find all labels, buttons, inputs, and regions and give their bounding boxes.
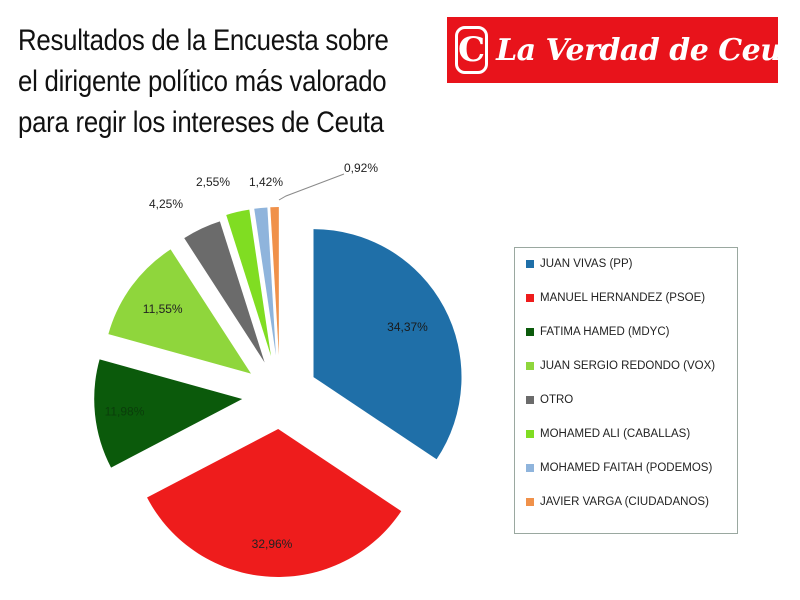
- legend-label-5: OTRO: [540, 394, 574, 406]
- chart-legend: JUAN VIVAS (PP) MANUEL HERNANDEZ (PSOE) FA…: [514, 247, 738, 534]
- pie-slice-2: [147, 428, 402, 577]
- logo-text: La Verdad de Ceuta: [496, 32, 800, 68]
- pie-slice-4: [108, 249, 251, 374]
- pie-slice-1: [313, 229, 462, 460]
- legend-swatch-2: [526, 294, 534, 302]
- legend-swatch-8: [526, 498, 534, 506]
- title-line-1: Resultados de la Encuesta sobre: [18, 24, 389, 57]
- data-label-7: 1,42%: [249, 175, 283, 189]
- data-label-6: 2,55%: [196, 175, 230, 189]
- logo-mark: C: [455, 26, 489, 74]
- data-label-4: 11,55%: [143, 302, 183, 316]
- pie-slice-8: [270, 207, 279, 356]
- pie-slice-7: [254, 207, 276, 356]
- legend-item-8: JAVIER VARGA (CIUDADANOS): [526, 496, 709, 508]
- pie-slice-6: [226, 209, 271, 357]
- data-label-8: 0,92%: [344, 161, 378, 175]
- legend-swatch-6: [526, 430, 534, 438]
- legend-label-7: MOHAMED FAITAH (PODEMOS): [540, 462, 713, 474]
- legend-label-2: MANUEL HERNANDEZ (PSOE): [540, 292, 706, 304]
- legend-item-1: JUAN VIVAS (PP): [526, 258, 632, 270]
- legend-label-6: MOHAMED ALI (CABALLAS): [540, 428, 691, 440]
- legend-item-3: FATIMA HAMED (MDYC): [526, 326, 669, 338]
- legend-label-4: JUAN SERGIO REDONDO (VOX): [540, 360, 716, 372]
- chart-title: Resultados de la Encuesta sobre el dirig…: [18, 20, 389, 143]
- legend-label-3: FATIMA HAMED (MDYC): [540, 326, 670, 338]
- legend-label-1: JUAN VIVAS (PP): [540, 258, 633, 270]
- title-line-3: para regir los intereses de Ceuta: [18, 106, 384, 139]
- legend-swatch-7: [526, 464, 534, 472]
- legend-item-6: MOHAMED ALI (CABALLAS): [526, 428, 690, 440]
- legend-swatch-5: [526, 396, 534, 404]
- legend-label-8: JAVIER VARGA (CIUDADANOS): [540, 496, 709, 508]
- pie-slice-5: [184, 221, 265, 363]
- legend-item-2: MANUEL HERNANDEZ (PSOE): [526, 292, 705, 304]
- la-verdad-de-ceuta-logo: C La Verdad de Ceuta: [447, 17, 800, 83]
- data-label-2: 32,96%: [252, 537, 293, 551]
- pie-slice-3: [94, 359, 243, 468]
- legend-swatch-4: [526, 362, 534, 370]
- legend-item-7: MOHAMED FAITAH (PODEMOS): [526, 462, 712, 474]
- legend-item-4: JUAN SERGIO REDONDO (VOX): [526, 360, 715, 372]
- title-line-2: el dirigente político más valorado: [18, 65, 387, 98]
- data-label-3: 11,98%: [105, 405, 145, 419]
- legend-item-5: OTRO: [526, 394, 573, 406]
- legend-swatch-3: [526, 328, 534, 336]
- legend-swatch-1: [526, 260, 534, 268]
- data-label-1: 34,37%: [387, 320, 428, 334]
- data-label-5: 4,25%: [149, 197, 183, 211]
- leader-line-8: [278, 173, 345, 201]
